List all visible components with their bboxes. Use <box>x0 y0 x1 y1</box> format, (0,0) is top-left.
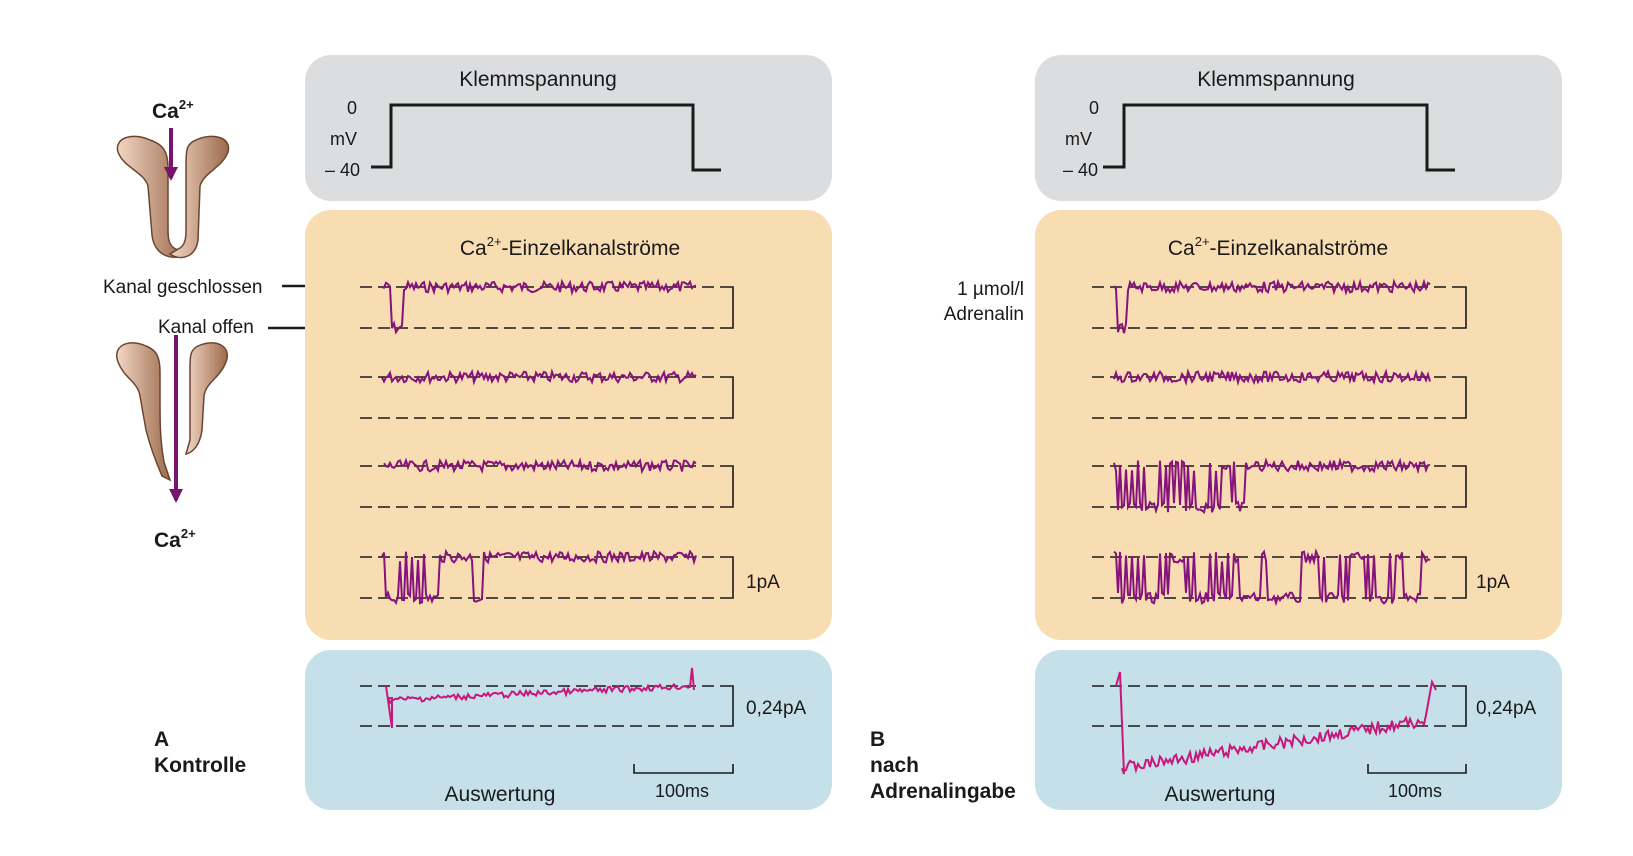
voltage-minus40-label: – 40 <box>325 160 360 180</box>
single-channel-trace <box>1113 457 1431 515</box>
panel-letter-a: A <box>154 728 169 751</box>
average-current-trace <box>1092 671 1467 775</box>
drug-label-name: Adrenalin <box>944 304 1024 325</box>
panel-b-caption-line1: nach <box>870 754 919 777</box>
voltage-step-trace <box>1103 103 1455 172</box>
amplitude-bracket <box>1458 376 1467 419</box>
single-channel-trace <box>1113 278 1431 334</box>
analysis-title: Auswertung <box>445 783 556 806</box>
panel-b-caption-line2: Adrenalingabe <box>870 780 1016 803</box>
amplitude-bracket <box>725 376 734 419</box>
analysis-title: Auswertung <box>1165 783 1276 806</box>
amplitude-bracket <box>725 465 734 508</box>
single-channel-trace <box>383 457 697 475</box>
amplitude-bracket <box>725 685 734 727</box>
voltage-panel <box>305 55 832 201</box>
single-channel-traces <box>1092 278 1467 607</box>
current-panel <box>305 210 832 640</box>
channel-closed-icon <box>116 135 230 259</box>
voltage-step-trace <box>371 103 721 172</box>
single-channel-traces <box>360 278 734 606</box>
voltage-zero-label: 0 <box>347 98 357 118</box>
ca-top-label: Ca2+ <box>152 97 194 123</box>
label-channel-closed: Kanal geschlossen <box>103 277 263 298</box>
panel-b: Klemmspannung 0 mV – 40 Ca2+-Einzelkanal… <box>870 55 1562 810</box>
single-channel-trace <box>381 368 697 386</box>
mean-current-curve <box>385 667 695 729</box>
channel-open-icon <box>115 342 229 482</box>
panel-a: Klemmspannung 0 mV – 40 Ca2+-Einzelkanal… <box>154 55 832 810</box>
voltage-zero-label: 0 <box>1089 98 1099 118</box>
average-current-trace <box>360 667 734 729</box>
mean-current-curve <box>1115 671 1437 775</box>
label-channel-open: Kanal offen <box>158 317 254 338</box>
panel-a-caption: Kontrolle <box>154 754 246 777</box>
voltage-title: Klemmspannung <box>459 68 617 91</box>
current-scale-label: 1pA <box>746 572 780 593</box>
amplitude-bracket <box>725 286 734 329</box>
voltage-unit-label: mV <box>330 129 357 149</box>
single-channel-trace <box>381 548 697 606</box>
voltage-minus40-label: – 40 <box>1063 160 1098 180</box>
time-scale-bar <box>633 764 734 774</box>
voltage-unit-label: mV <box>1065 129 1092 149</box>
ca-bottom-label: Ca2+ <box>154 526 196 552</box>
average-scale-label: 0,24pA <box>746 698 807 719</box>
amplitude-bracket <box>725 556 734 599</box>
average-scale-label: 0,24pA <box>1476 698 1537 719</box>
current-scale-label: 1pA <box>1476 572 1510 593</box>
current-title: Ca2+-Einzelkanalströme <box>460 234 680 260</box>
single-channel-trace <box>1113 548 1431 607</box>
voltage-title: Klemmspannung <box>1197 68 1355 91</box>
analysis-panel <box>1035 650 1562 810</box>
amplitude-bracket <box>1458 556 1467 599</box>
time-scale-bar <box>1367 764 1467 774</box>
amplitude-bracket <box>1458 286 1467 329</box>
channel-illustration: Ca2+ Ca2+ Kanal geschlossen Kanal offen <box>103 97 344 552</box>
time-scale-label: 100ms <box>1388 781 1442 801</box>
amplitude-bracket <box>1458 465 1467 508</box>
time-scale-label: 100ms <box>655 781 709 801</box>
amplitude-bracket <box>1458 685 1467 727</box>
single-channel-trace <box>1113 368 1431 387</box>
voltage-panel <box>1035 55 1562 201</box>
drug-label-dose: 1 µmol/l <box>957 279 1024 300</box>
single-channel-trace <box>381 278 697 335</box>
current-title: Ca2+-Einzelkanalströme <box>1168 234 1388 260</box>
analysis-panel <box>305 650 832 810</box>
current-panel <box>1035 210 1562 640</box>
panel-letter-b: B <box>870 728 885 751</box>
